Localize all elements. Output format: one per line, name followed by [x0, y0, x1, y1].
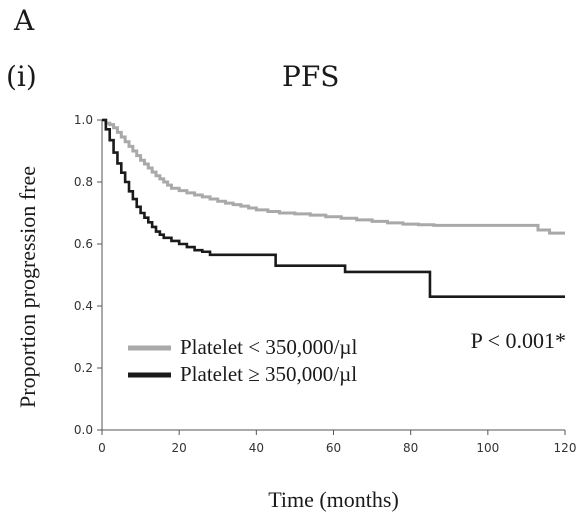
survival-curves: [102, 118, 565, 298]
legend-label: Platelet < 350,000/µl: [180, 335, 358, 359]
y-tick-label: 0.0: [74, 423, 93, 437]
series-line-2: [102, 118, 565, 298]
x-tick-label: 60: [326, 441, 341, 455]
y-ticks: 0.0 0.2 0.4 0.6 0.8 1.0: [74, 113, 102, 437]
panel-sublabel: (i): [6, 60, 37, 93]
x-tick-label: 0: [98, 441, 106, 455]
legend: Platelet < 350,000/µl Platelet ≥ 350,000/…: [128, 335, 358, 386]
x-tick-label: 100: [476, 441, 499, 455]
x-tick-label: 120: [554, 441, 577, 455]
legend-label: Platelet ≥ 350,000/µl: [180, 362, 357, 386]
y-tick-label: 0.2: [74, 361, 93, 375]
y-tick-label: 0.8: [74, 175, 93, 189]
x-axis-title: Time (months): [268, 487, 399, 512]
x-tick-label: 40: [249, 441, 264, 455]
x-tick-label: 80: [403, 441, 418, 455]
p-value-annotation: P < 0.001*: [471, 328, 566, 353]
x-ticks: 0 20 40 60 80 100 120: [98, 430, 576, 455]
chart-title: PFS: [282, 60, 340, 93]
series-line-1: [102, 118, 565, 235]
x-tick-label: 20: [172, 441, 187, 455]
panel-label: A: [14, 4, 35, 37]
axes: 0 20 40 60 80 100 120 0.0 0.2 0.4 0.6 0.8 1.0: [74, 113, 577, 455]
y-tick-label: 1.0: [74, 113, 93, 127]
y-tick-label: 0.6: [74, 237, 93, 251]
y-tick-label: 0.4: [74, 299, 93, 313]
y-axis-title: Proportion progression free: [15, 166, 40, 408]
